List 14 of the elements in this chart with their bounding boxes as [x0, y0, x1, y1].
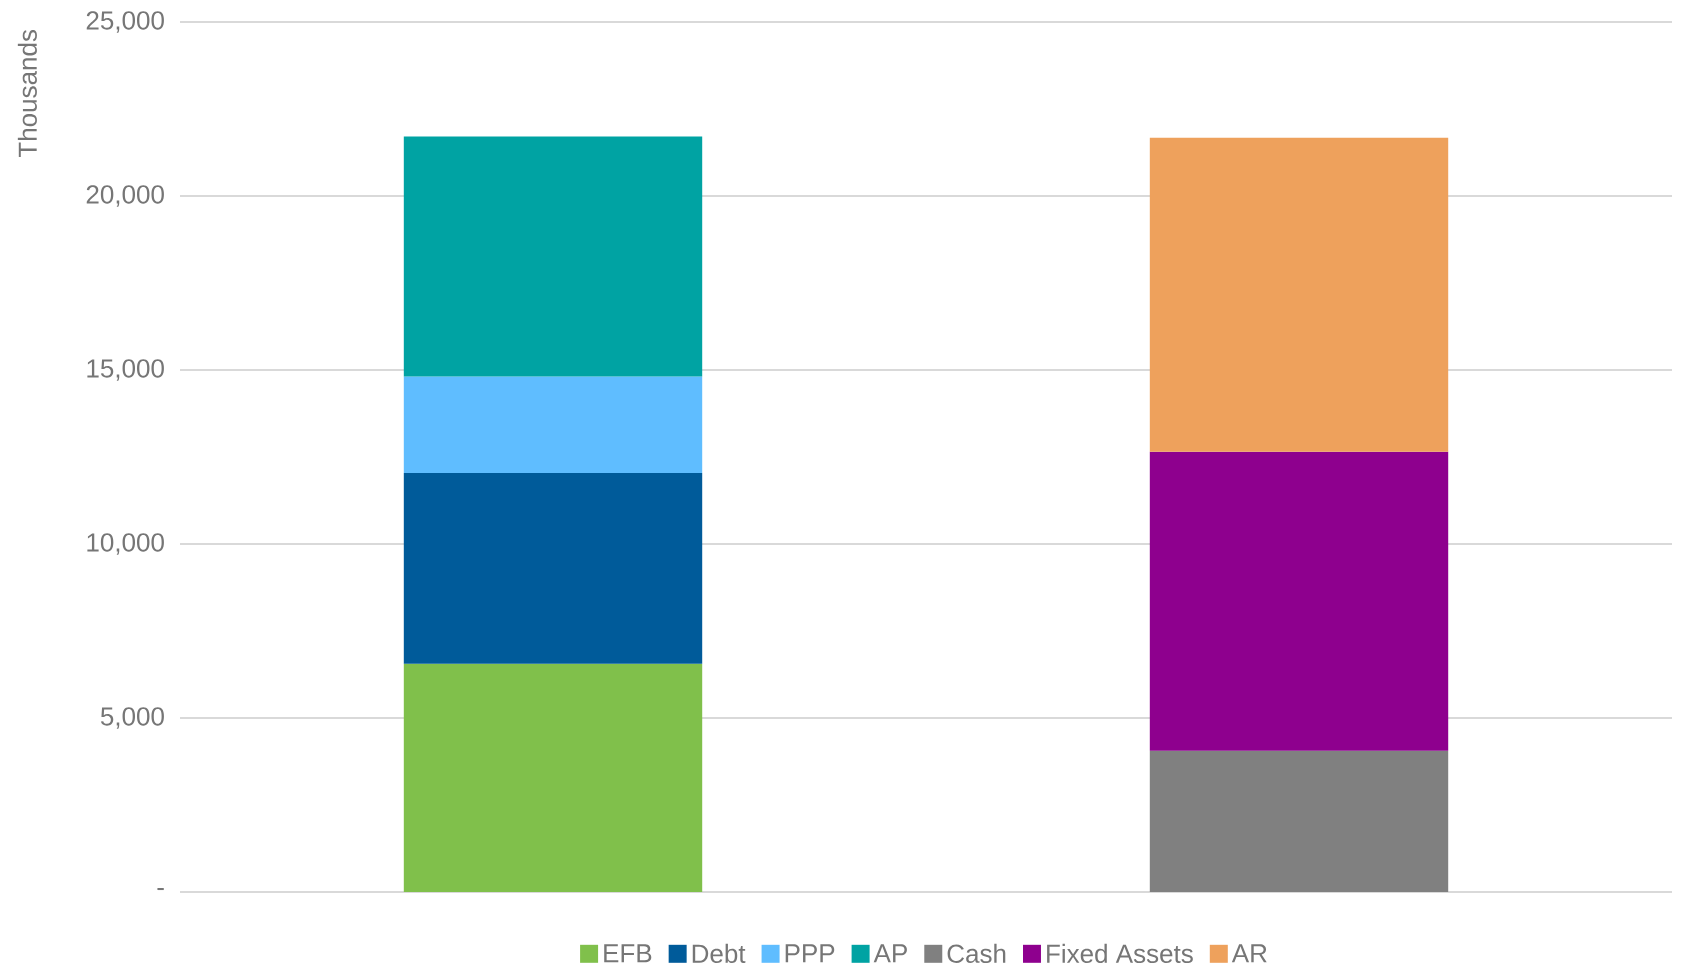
legend-label: PPP [785, 944, 835, 963]
legend-label: Fixed Assets [1047, 943, 1193, 963]
y-tick-label: 15,000 [87, 359, 164, 381]
legend-label: AP [873, 944, 907, 963]
y-tick-label: 20,000 [86, 185, 164, 207]
y-tick-label: - [157, 888, 164, 891]
legend-label: EFB [604, 944, 652, 963]
y-axis-title: Thousands [17, 30, 37, 158]
legend-label: Cash [947, 943, 1006, 963]
y-tick-label: 5,000 [100, 707, 164, 729]
y-tick-label: 10,000 [87, 533, 164, 555]
y-tick-label: 25,000 [86, 11, 164, 33]
legend-label: Debt [692, 943, 746, 963]
legend-label: AR [1231, 944, 1267, 963]
